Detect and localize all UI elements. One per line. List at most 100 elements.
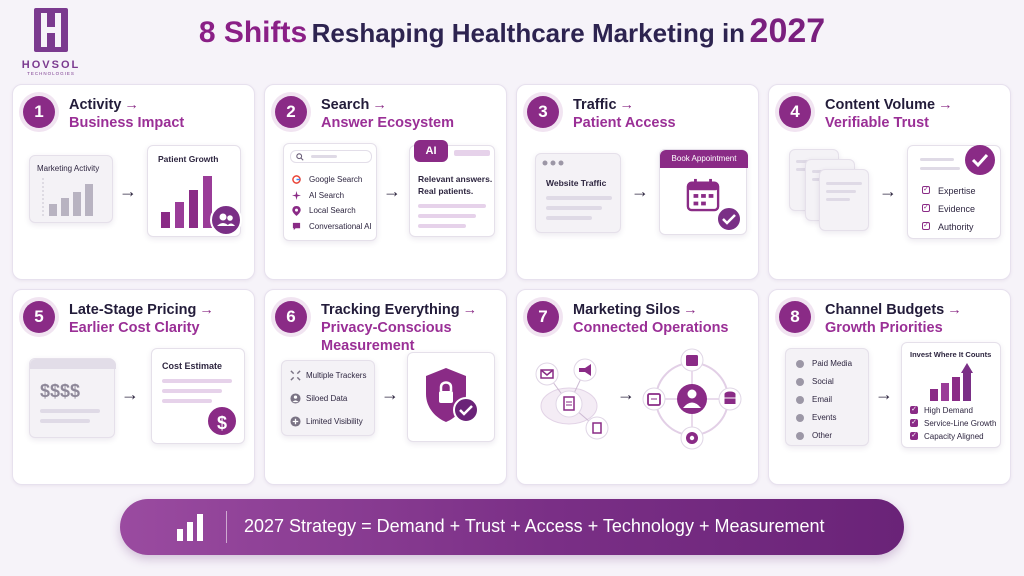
shift-heading: Content Volume → Verifiable Trust	[825, 96, 1004, 132]
browser-icon	[542, 160, 564, 166]
flow-arrow-icon: →	[383, 181, 401, 201]
channel-item: Social	[812, 377, 834, 386]
shift-number: 2	[275, 96, 307, 128]
visibility-icon	[290, 416, 301, 427]
shift-from: Activity	[69, 97, 122, 113]
placeholder-line	[162, 399, 212, 403]
channel-item: Email	[812, 395, 833, 404]
placeholder-line	[40, 419, 90, 423]
shift-card-6: 6 Tracking Everything → Privacy-Conscious…	[264, 289, 507, 485]
cost-estimate-panel: Cost Estimate $	[151, 348, 245, 444]
heading-arrow-icon: →	[619, 97, 635, 113]
search-bar	[290, 150, 372, 163]
price-symbol: $$$$	[40, 381, 81, 401]
calendar-icon	[680, 348, 704, 372]
shift-from: Search	[321, 97, 370, 113]
banner-text: 2027 Strategy = Demand + Trust + Access …	[244, 516, 825, 536]
shift-number: 5	[23, 301, 55, 333]
privacy-panel	[407, 352, 495, 442]
document-icon	[585, 416, 609, 440]
placeholder-line	[418, 214, 476, 218]
priority-item: Capacity Aligned	[924, 432, 984, 441]
placeholder-line	[162, 379, 232, 383]
shift-card-2: 2 Search → Answer Ecosystem Google Search…	[264, 84, 507, 280]
channel-bullet-icon	[796, 378, 804, 386]
header-line	[454, 150, 490, 156]
channel-bullet-icon	[796, 396, 804, 404]
placeholder-line	[546, 196, 612, 200]
shift-heading: Marketing Silos → Connected Operations	[573, 301, 752, 337]
ai-badge: AI	[414, 140, 448, 162]
shift-from: Content Volume	[825, 97, 936, 113]
shift-to: Connected Operations	[573, 320, 729, 336]
shift-number: 3	[527, 96, 559, 128]
shift-from: Channel Budgets	[825, 302, 945, 318]
tracking-item: Limited Visibility	[306, 417, 363, 426]
location-icon	[292, 206, 301, 216]
shift-heading: Late-Stage Pricing → Earlier Cost Clarity	[69, 301, 248, 337]
checkbox-icon: ✓	[910, 419, 918, 427]
answer-line: Relevant answers.	[418, 174, 493, 184]
google-icon	[292, 175, 301, 184]
growth-bars-icon	[161, 176, 212, 228]
silos-diagram	[535, 358, 609, 440]
checklist-item: Evidence	[938, 204, 976, 214]
panel-label: Website Traffic	[546, 178, 607, 188]
bar-chart-icon	[42, 178, 93, 216]
channel-budgets-panel: Paid Media Social Email Events Other	[785, 348, 869, 446]
shift-heading: Activity → Business Impact	[69, 96, 248, 132]
flow-arrow-icon: →	[617, 384, 635, 404]
flow-arrow-icon: →	[631, 181, 649, 201]
panel-label: Marketing Activity	[37, 164, 100, 173]
verifiable-trust-panel: ✓ Expertise ✓ Evidence ✓ Authority	[907, 145, 1001, 239]
shift-heading: Channel Budgets → Growth Priorities	[825, 301, 1004, 337]
siloed-data-icon	[290, 393, 301, 404]
search-placeholder-line	[311, 155, 337, 158]
brand-sub: TECHNOLOGIES	[27, 71, 75, 76]
placeholder-line	[418, 204, 486, 208]
shift-from: Marketing Silos	[573, 302, 681, 318]
shift-heading: Search → Answer Ecosystem	[321, 96, 500, 132]
chat-icon	[292, 222, 301, 231]
panel-label: Patient Growth	[158, 154, 219, 164]
trackers-icon	[290, 370, 301, 381]
shift-card-8: 8 Channel Budgets → Growth Priorities Pai…	[768, 289, 1011, 485]
shift-to: Patient Access	[573, 115, 676, 131]
dollar-glyph: $	[216, 413, 227, 433]
heading-arrow-icon: →	[372, 97, 387, 113]
shift-to: Earlier Cost Clarity	[69, 320, 200, 336]
checkbox-icon: ✓	[910, 432, 918, 440]
channel-item: Paid Media	[812, 359, 853, 368]
placeholder-line	[546, 216, 592, 220]
channel-bullet-icon	[796, 360, 804, 368]
heading-arrow-icon: →	[199, 302, 214, 318]
late-pricing-panel: $$$$	[29, 358, 116, 438]
marketing-activity-panel: Marketing Activity	[29, 155, 113, 223]
shift-card-7: 7 Marketing Silos → Connected Operations …	[516, 289, 759, 485]
document-icon	[555, 390, 583, 418]
shift-card-5: 5 Late-Stage Pricing → Earlier Cost Clari…	[12, 289, 255, 485]
tracking-panel: Multiple Trackers Siloed Data Limited Vi…	[281, 360, 375, 436]
megaphone-icon	[573, 358, 597, 382]
placeholder-line	[162, 389, 222, 393]
check-icon	[716, 206, 742, 232]
placeholder-line	[826, 190, 856, 193]
documents-icon	[789, 149, 873, 239]
calendar-icon	[642, 387, 666, 411]
flow-arrow-icon: →	[879, 181, 897, 201]
page-title: 8 Shifts Reshaping Healthcare Marketing …	[0, 12, 1024, 51]
panel-label: Cost Estimate	[162, 361, 223, 371]
placeholder-line	[826, 198, 850, 201]
placeholder-line	[920, 167, 960, 170]
sparkle-icon	[292, 191, 301, 200]
bar-chart-icon	[177, 514, 203, 541]
placeholder-line	[546, 206, 602, 210]
banner-divider	[226, 511, 227, 543]
channel-bullet-icon	[796, 432, 804, 440]
shift-number: 6	[275, 301, 307, 333]
shift-heading: Traffic → Patient Access	[573, 96, 752, 132]
search-item: AI Search	[309, 191, 345, 200]
checkbox-icon: ✓	[922, 222, 930, 230]
shift-from: Traffic	[573, 97, 617, 113]
placeholder-line	[826, 182, 862, 185]
